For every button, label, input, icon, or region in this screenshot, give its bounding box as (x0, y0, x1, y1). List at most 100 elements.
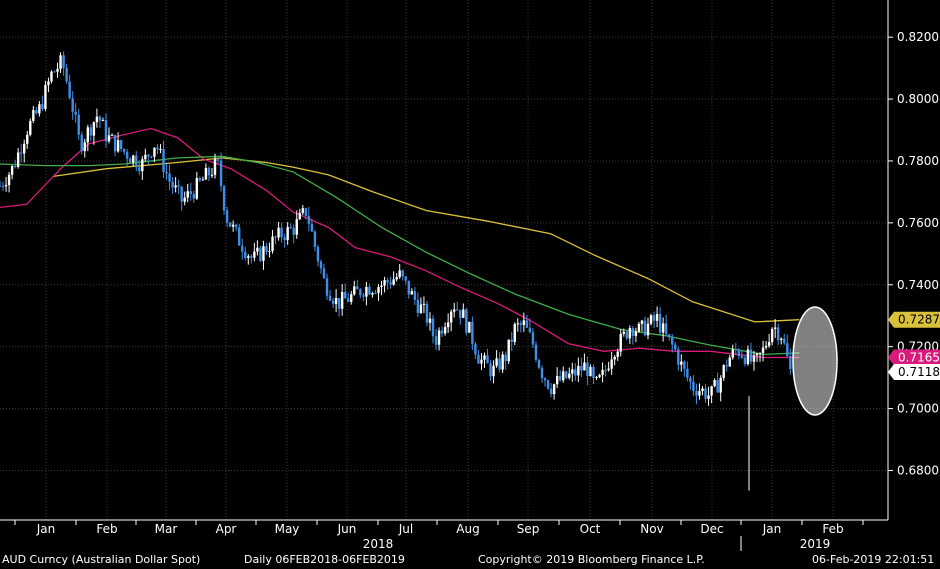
candle-body (110, 134, 114, 136)
candle-body (667, 334, 671, 338)
candle-body (219, 160, 223, 187)
candle-body (56, 68, 59, 72)
candle-body (353, 286, 356, 295)
candle-body (640, 320, 644, 324)
candle-body (622, 331, 625, 334)
candle-body (565, 371, 568, 378)
y-tick-label: 0.7400 (897, 278, 939, 292)
candle-body (664, 323, 668, 335)
candle-body (783, 338, 786, 344)
candle-body (728, 357, 731, 367)
candle-body (359, 289, 362, 296)
candle-body (122, 148, 126, 152)
candle-body (304, 208, 308, 216)
candle-body (247, 256, 250, 258)
x-tick-label: Jun (337, 522, 357, 536)
candle-body (692, 381, 695, 392)
candle-body (683, 361, 686, 369)
candle-body (23, 143, 26, 154)
candle-body (92, 122, 96, 136)
candle-body (147, 154, 150, 157)
candle-body (331, 300, 335, 304)
x-tick-label: Aug (456, 522, 479, 536)
candle-body (443, 327, 447, 334)
candle-body (680, 361, 683, 365)
candle-body (104, 120, 108, 142)
x-tick-label: Feb (96, 522, 117, 536)
axes: 0.82000.80000.78000.76000.74000.72000.70… (0, 0, 939, 551)
candle-body (562, 371, 565, 381)
candle-body (38, 104, 41, 114)
candle-body (558, 375, 562, 381)
candle-body (661, 323, 665, 333)
candle-body (537, 360, 541, 368)
candle-body (568, 373, 571, 378)
candle-body (216, 159, 220, 161)
candle-body (213, 159, 217, 175)
candle-body (253, 251, 256, 258)
candle-body (238, 227, 241, 246)
candle-body (47, 81, 50, 86)
candle-body (159, 149, 162, 151)
highlight-ellipse (792, 306, 838, 416)
candle-body (477, 354, 480, 364)
candle-body (328, 295, 332, 301)
candle-body (156, 147, 159, 150)
candles (0, 51, 792, 491)
candle-body (695, 391, 698, 396)
candle-body (516, 323, 519, 325)
candle-body (222, 186, 226, 211)
x-tick-label: May (275, 522, 300, 536)
candle-body (598, 374, 601, 377)
candle-body (316, 246, 320, 262)
candle-body (677, 349, 680, 365)
candle-body (377, 286, 380, 294)
candle-body (740, 355, 744, 358)
candle-body (710, 386, 713, 396)
candle-body (468, 321, 471, 333)
x-tick-label: Jan (36, 522, 56, 536)
candle-body (241, 245, 244, 252)
candle-body (571, 369, 574, 374)
candle-body (144, 154, 147, 160)
candle-body (434, 336, 438, 345)
candle-body (456, 309, 459, 311)
candle-body (192, 194, 195, 199)
footer-copyright: Copyright© 2019 Bloomberg Finance L.P. (478, 553, 705, 566)
candle-body (410, 291, 414, 295)
candle-body (646, 323, 650, 336)
candle-body (101, 120, 105, 122)
price-badge-label: 0.7118 (898, 365, 940, 379)
candle-body (171, 181, 174, 188)
candle-body (16, 152, 20, 167)
footer-timestamp: 06-Feb-2019 22:01:51 (812, 553, 935, 566)
candle-body (368, 286, 371, 295)
candle-body (610, 359, 613, 369)
candle-body (543, 378, 547, 381)
candle-body (50, 71, 53, 82)
candle-body (1, 185, 5, 187)
candle-body (649, 315, 653, 324)
year-label: 2019 (800, 537, 831, 551)
candle-body (446, 322, 450, 328)
candle-body (786, 343, 789, 357)
candle-body (362, 295, 365, 297)
candle-body (150, 156, 153, 158)
candle-body (595, 376, 598, 379)
candle-body (204, 168, 208, 180)
candle-body (298, 212, 301, 220)
candle-body (289, 227, 292, 229)
candle-body (340, 291, 344, 309)
candle-body (301, 208, 305, 213)
candle-body (767, 341, 771, 346)
price-badge-bg (888, 349, 940, 366)
candle-body (743, 357, 747, 365)
x-tick-label: Jan (762, 522, 782, 536)
candle-body (7, 174, 11, 186)
candle-body (231, 224, 235, 227)
candle-body (141, 159, 144, 172)
candle-body (265, 246, 268, 252)
candle-body (486, 355, 489, 364)
candle-body (707, 395, 710, 399)
